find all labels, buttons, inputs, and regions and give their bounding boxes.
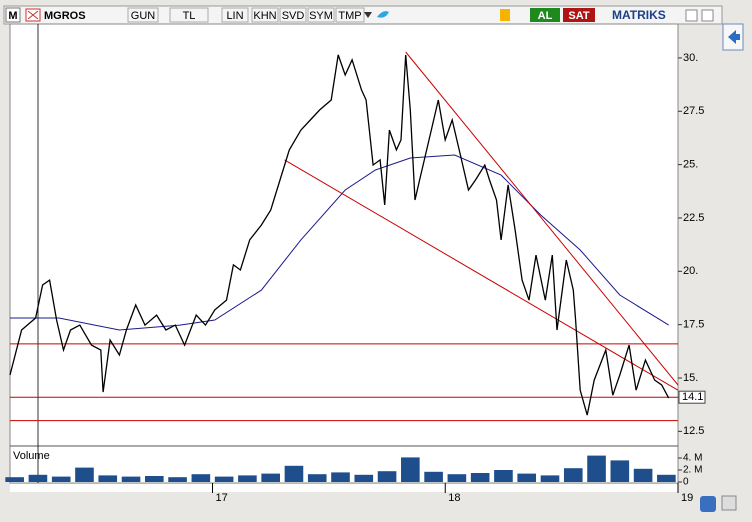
brand-logo: MATRIKS xyxy=(612,8,666,22)
volume-bar xyxy=(98,475,118,482)
volume-bar xyxy=(470,473,490,482)
symbol-icon-x xyxy=(27,10,39,20)
dropdown-arrow xyxy=(364,12,372,18)
y-tick-label: 20. xyxy=(683,265,698,277)
volume-bar xyxy=(331,472,350,482)
sell-button[interactable] xyxy=(563,8,595,22)
volume-bar xyxy=(121,476,141,482)
toolbar-button-label: KHN xyxy=(253,10,276,22)
symbol-name: MGROS xyxy=(44,10,86,22)
y-tick-label: 30. xyxy=(683,52,698,64)
y-tick-label: 17.5 xyxy=(683,319,704,331)
volume-bar xyxy=(401,457,420,482)
plot-frame xyxy=(9,23,679,484)
y-tick-label: 15. xyxy=(683,372,698,384)
y-tick-label: 12.5 xyxy=(683,425,704,437)
x-tick-label: 17 xyxy=(215,492,227,504)
toolbar-button-label: SYM xyxy=(309,10,333,22)
volume-bar xyxy=(191,474,211,482)
volume-tick-label: 4. M xyxy=(683,453,702,464)
volume-bar xyxy=(610,460,630,482)
toolbar-button[interactable] xyxy=(251,7,279,23)
volume-bar xyxy=(238,475,257,482)
lightning-icon xyxy=(500,9,510,21)
volume-bar xyxy=(657,474,676,482)
toolbar-button-label: GUN xyxy=(131,10,156,22)
volume-tick-label: 0 xyxy=(683,477,689,488)
volume-label: Volume xyxy=(13,450,50,462)
volume-bar xyxy=(517,473,537,482)
volume-bar xyxy=(261,473,280,482)
price-marker xyxy=(678,390,706,404)
time-strip xyxy=(10,484,678,492)
volume-bar xyxy=(144,476,164,482)
toolbar-button[interactable] xyxy=(169,7,209,23)
price-line xyxy=(9,54,670,416)
trendline xyxy=(405,51,679,386)
volume-bar xyxy=(307,474,327,482)
volume-bar xyxy=(540,475,560,482)
volume-bar xyxy=(28,474,48,482)
bird-icon xyxy=(377,11,389,18)
sell-label: SAT xyxy=(568,10,589,22)
toolbar-button-label: TL xyxy=(183,10,196,22)
toolbar-button-label: TMP xyxy=(338,10,361,22)
volume-bar xyxy=(494,470,513,482)
toolbar-button[interactable] xyxy=(279,7,307,23)
y-tick-label: 25. xyxy=(683,159,698,171)
volume-bar xyxy=(563,468,583,482)
volume-bar xyxy=(51,476,71,482)
buy-label: AL xyxy=(538,10,553,22)
x-tick-label: 19 xyxy=(681,492,693,504)
volume-bar xyxy=(424,471,443,482)
y-tick-label: 27.5 xyxy=(683,105,704,117)
x-tick-label: 18 xyxy=(448,492,460,504)
price-marker-label: 14.1 xyxy=(682,391,703,403)
volume-bar xyxy=(447,474,467,482)
volume-tick-label: 2. M xyxy=(683,465,702,476)
scroll-button[interactable] xyxy=(721,495,737,511)
volume-bar xyxy=(214,476,234,482)
volume-bar xyxy=(168,477,187,482)
volume-bar xyxy=(5,477,24,482)
y-tick-label: 22.5 xyxy=(683,212,704,224)
volume-bar xyxy=(354,474,374,482)
window-button[interactable] xyxy=(685,9,698,22)
toolbar-button-label: LIN xyxy=(226,10,243,22)
refresh-button[interactable] xyxy=(700,496,716,512)
symbol-box-label: M xyxy=(8,10,17,22)
volume-bar xyxy=(377,471,397,482)
trendline xyxy=(284,159,679,391)
toolbar-button[interactable] xyxy=(307,7,335,23)
window-button[interactable] xyxy=(701,9,714,22)
buy-button[interactable] xyxy=(530,8,560,22)
volume-bar xyxy=(75,467,94,482)
volume-bar xyxy=(633,468,653,482)
arrow-icon xyxy=(728,30,740,44)
volume-bar xyxy=(587,455,606,482)
moving-average xyxy=(10,154,669,331)
symbol-box xyxy=(5,7,21,23)
toolbar-button-label: SVD xyxy=(282,10,305,22)
toolbar-button[interactable] xyxy=(127,7,159,23)
toolbar-button[interactable] xyxy=(335,7,365,23)
volume-bar xyxy=(284,465,304,482)
toolbar-button[interactable] xyxy=(221,7,249,23)
